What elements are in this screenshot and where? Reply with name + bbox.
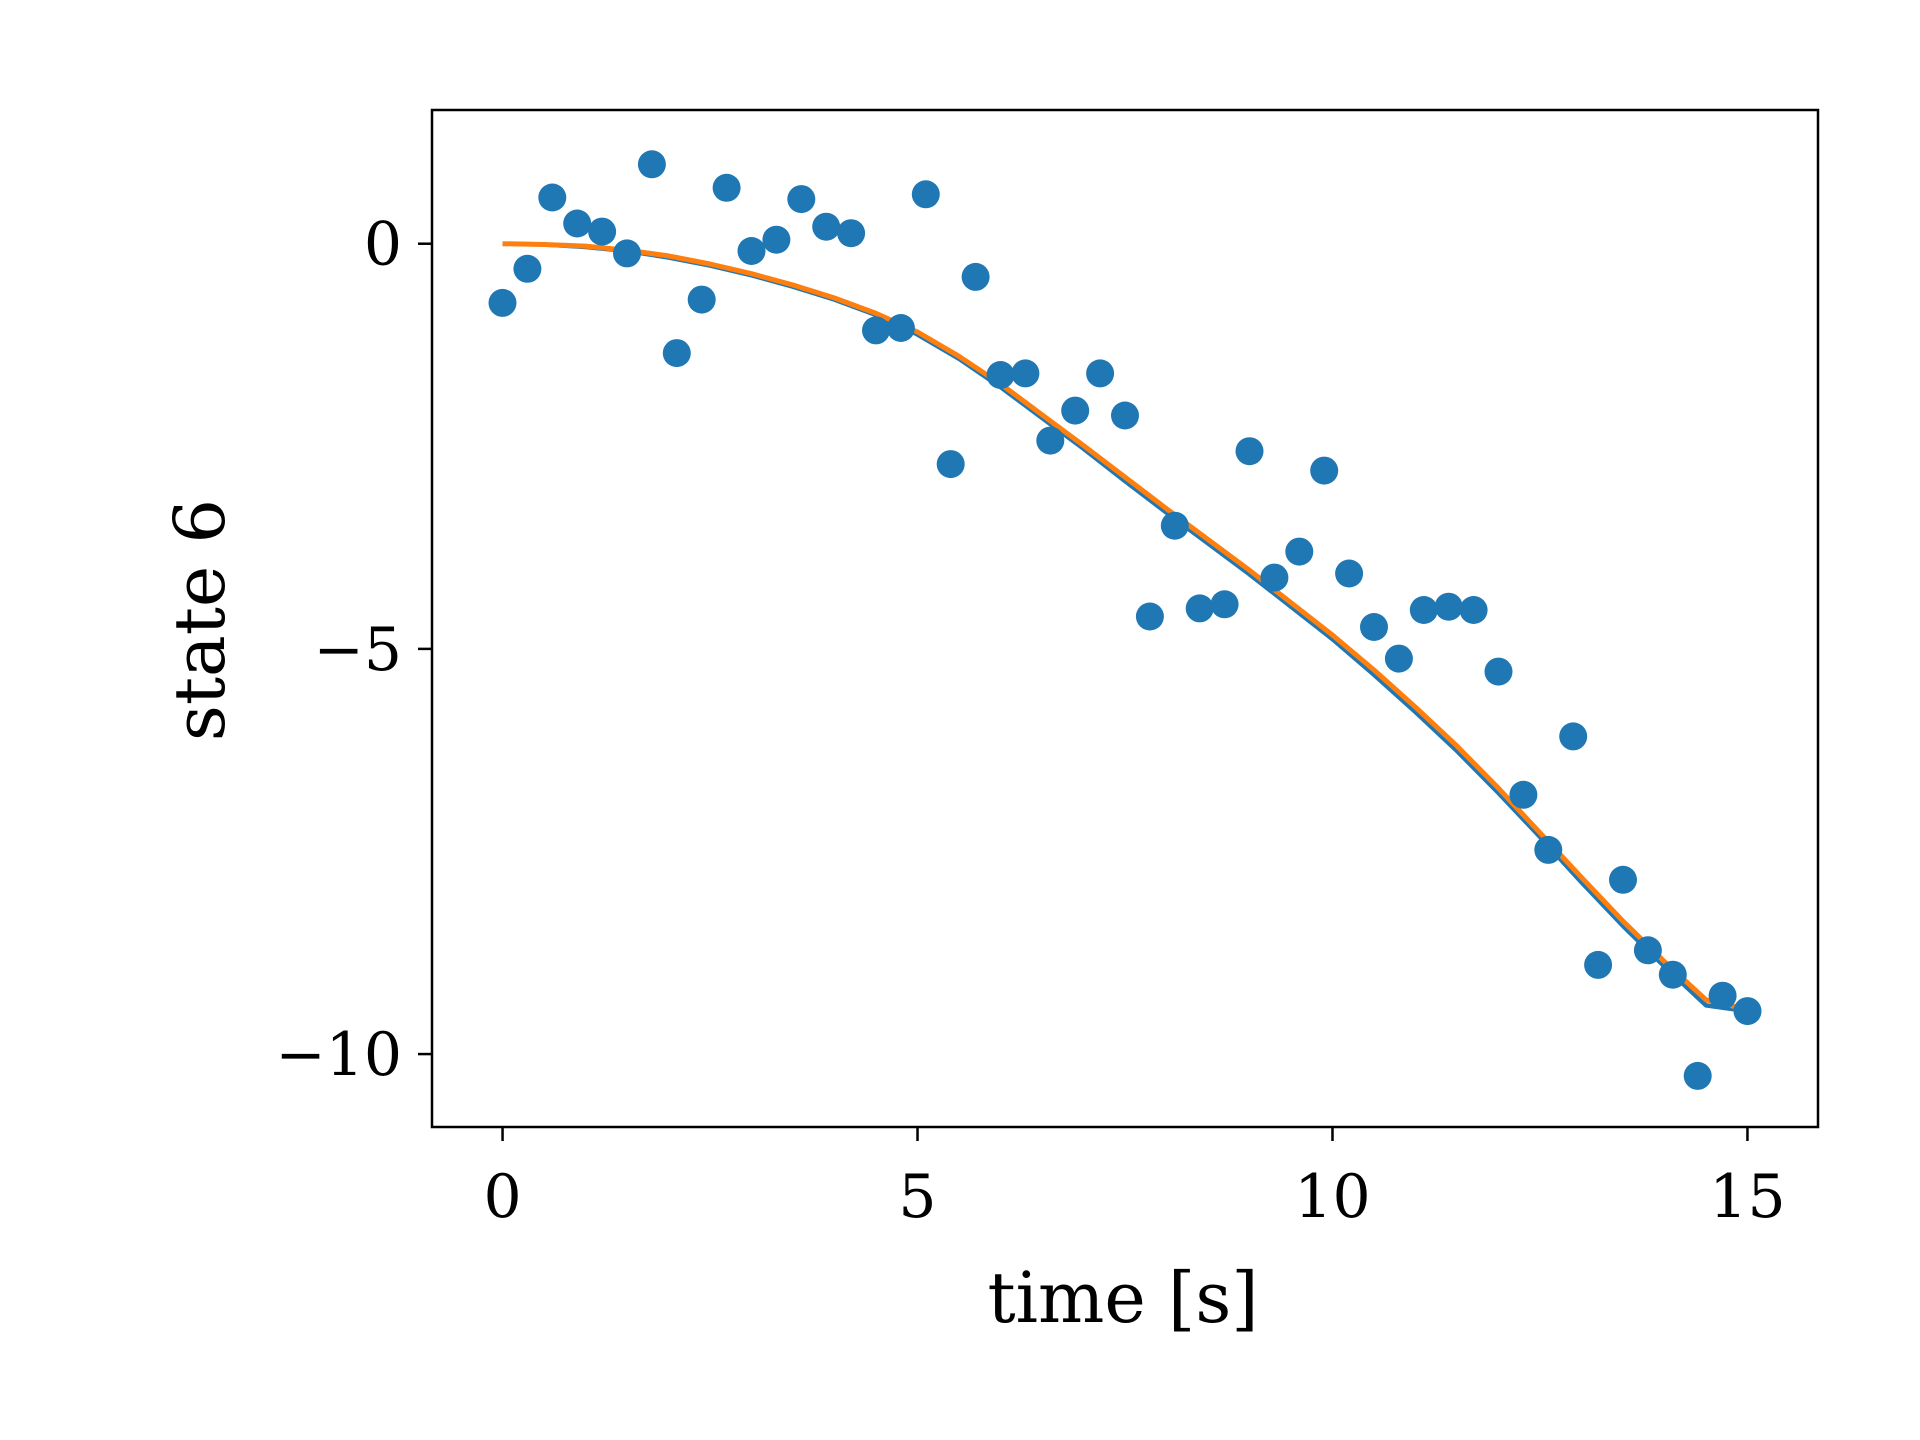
data-point <box>737 237 766 265</box>
y-axis-ticks: 0 −5 −10 <box>275 210 432 1090</box>
data-point <box>1434 592 1463 621</box>
data-point <box>662 339 691 368</box>
data-point <box>488 288 517 317</box>
data-point <box>961 262 990 291</box>
data-point <box>588 217 617 246</box>
data-point <box>1235 437 1264 466</box>
y-tick-label: 0 <box>364 210 402 280</box>
y-axis-label: state 6 <box>159 499 241 741</box>
data-point <box>563 209 592 238</box>
data-point <box>1036 426 1065 455</box>
data-point <box>1260 563 1289 592</box>
data-point <box>1683 1061 1712 1090</box>
data-point <box>837 219 866 248</box>
data-point <box>1559 722 1588 751</box>
data-point <box>911 180 940 209</box>
data-point <box>812 212 841 241</box>
data-point <box>613 239 641 268</box>
data-point <box>1534 835 1563 864</box>
data-point <box>1509 780 1538 809</box>
data-point <box>1210 590 1239 619</box>
x-axis-label: time [s] <box>987 1257 1258 1339</box>
data-point <box>1708 981 1737 1010</box>
x-tick-label: 10 <box>1294 1162 1370 1232</box>
data-point <box>1384 644 1413 673</box>
data-point <box>762 225 791 254</box>
scatter-points <box>488 150 1762 1090</box>
data-point <box>1459 596 1488 624</box>
x-axis-ticks: 0 5 10 15 <box>483 1127 1786 1232</box>
data-point <box>1061 396 1090 425</box>
data-point <box>1409 596 1438 624</box>
data-point <box>1160 511 1189 540</box>
data-point <box>1135 602 1164 631</box>
data-point <box>1633 936 1662 965</box>
data-point <box>986 361 1015 389</box>
x-tick-label: 0 <box>483 1162 521 1232</box>
data-point <box>1185 594 1214 623</box>
data-point <box>936 450 965 479</box>
data-point <box>862 316 890 345</box>
data-point <box>886 314 915 342</box>
data-point <box>1111 401 1139 430</box>
data-point <box>637 150 666 179</box>
x-tick-label: 15 <box>1709 1162 1785 1232</box>
data-point <box>1658 960 1687 989</box>
data-point <box>513 254 542 283</box>
fit-line-2 <box>502 241 1749 1012</box>
data-point <box>1584 950 1613 979</box>
data-point <box>687 285 716 314</box>
data-point <box>1484 657 1513 686</box>
data-point <box>787 185 816 214</box>
data-point <box>1310 456 1339 485</box>
data-point <box>1285 537 1314 566</box>
data-point <box>1733 997 1762 1026</box>
plot-frame <box>430 108 1820 1129</box>
data-point <box>1011 359 1040 388</box>
x-tick-label: 5 <box>898 1162 936 1232</box>
fit-lines <box>502 241 1749 1014</box>
data-point <box>1609 865 1637 894</box>
data-point <box>1335 559 1364 588</box>
data-point <box>712 173 741 202</box>
data-point <box>1360 613 1388 641</box>
y-tick-label: −10 <box>275 1020 402 1090</box>
y-tick-label: −5 <box>314 615 402 685</box>
data-point <box>1086 359 1115 388</box>
data-point <box>538 183 567 212</box>
